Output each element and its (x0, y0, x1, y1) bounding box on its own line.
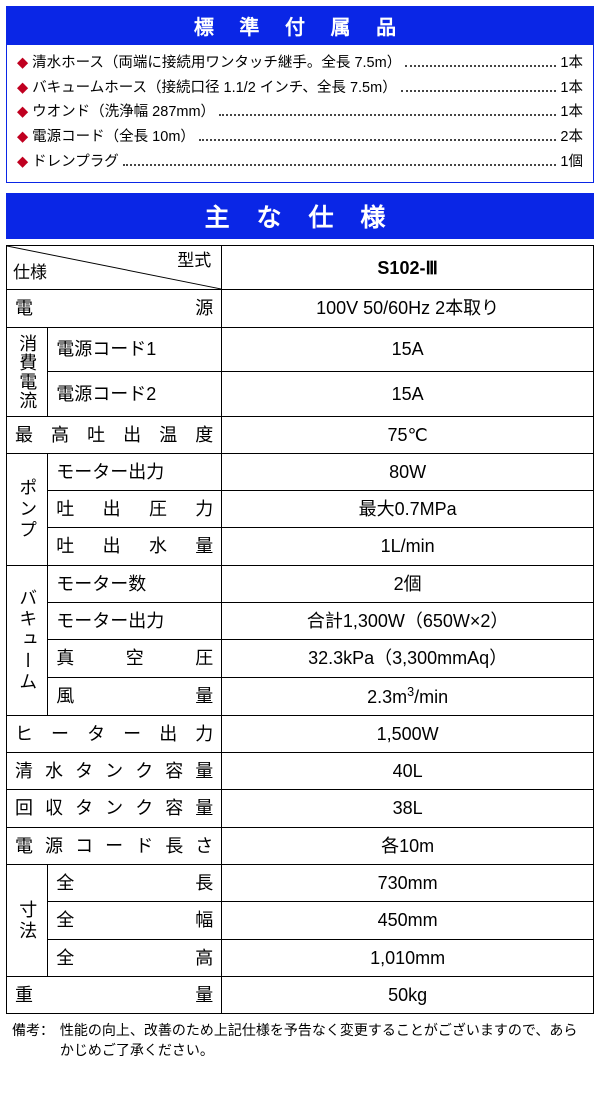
cord2-value: 15A (222, 372, 594, 417)
accessory-row: ◆ バキュームホース（接続口径 1.1/2 インチ、全長 7.5m） 1本 (17, 76, 583, 101)
vac-group-label: バキューム (7, 565, 48, 715)
pump-press-value: 最大0.7MPa (222, 491, 594, 528)
accessory-qty: 2本 (560, 125, 583, 150)
weight-value: 50kg (222, 976, 594, 1013)
diag-left-label: 仕様 (13, 262, 47, 285)
max-temp-label: 最 高 吐 出 温 度 (7, 416, 222, 453)
model-value: S102-Ⅲ (222, 246, 594, 290)
leader-dots (219, 103, 556, 116)
vac-air-value: 2.3m3/min (222, 677, 594, 715)
accessory-label: ウオンド（洗浄幅 287mm） (32, 100, 215, 125)
max-temp-value: 75℃ (222, 416, 594, 453)
accessory-qty: 1本 (560, 51, 583, 76)
pump-motor-label: モーター出力 (48, 453, 222, 490)
vac-motor-label: モーター出力 (48, 602, 222, 639)
spec-header: 主 な 仕 様 (6, 193, 594, 239)
vac-press-label: 真 空 圧 (48, 640, 222, 677)
pump-group-label: ポンプ (7, 453, 48, 565)
dim-w-value: 450mm (222, 902, 594, 939)
accessories-header: 標 準 付 属 品 (6, 6, 594, 45)
table-row: 消費電流 電源コード1 15A (7, 327, 594, 372)
leader-dots (405, 54, 556, 67)
diamond-icon: ◆ (17, 51, 28, 76)
consume-group-label: 消費電流 (7, 327, 48, 416)
vac-press-value: 32.3kPa（3,300mmAq） (222, 640, 594, 677)
recov-tank-label: 回 収 タ ン ク 容 量 (7, 790, 222, 827)
diag-right-label: 型式 (177, 250, 211, 273)
diamond-icon: ◆ (17, 125, 28, 150)
leader-dots (199, 128, 557, 141)
table-row: 風 量 2.3m3/min (7, 677, 594, 715)
spec-table: 仕様 型式 S102-Ⅲ 電 源 100V 50/60Hz 2本取り 消費電流 … (6, 245, 594, 1014)
fresh-tank-value: 40L (222, 753, 594, 790)
accessory-row: ◆ 清水ホース（両端に接続用ワンタッチ継手。全長 7.5m） 1本 (17, 51, 583, 76)
accessories-box: ◆ 清水ホース（両端に接続用ワンタッチ継手。全長 7.5m） 1本 ◆ バキュー… (6, 45, 594, 183)
accessory-qty: 1本 (560, 76, 583, 101)
diamond-icon: ◆ (17, 76, 28, 101)
pump-press-label: 吐 出 圧 力 (48, 491, 222, 528)
accessory-row: ◆ ウオンド（洗浄幅 287mm） 1本 (17, 100, 583, 125)
dim-h-label: 全 高 (48, 939, 222, 976)
accessory-qty: 1個 (560, 150, 583, 175)
leader-dots (401, 79, 557, 92)
leader-dots (123, 153, 557, 166)
cord2-label: 電源コード2 (48, 372, 222, 417)
recov-tank-value: 38L (222, 790, 594, 827)
table-row: モーター出力 合計1,300W（650W×2） (7, 602, 594, 639)
diagonal-header-cell: 仕様 型式 (7, 246, 222, 290)
dim-w-label: 全 幅 (48, 902, 222, 939)
table-row: 重 量 50kg (7, 976, 594, 1013)
cord-len-label: 電 源 コ ー ド 長 さ (7, 827, 222, 864)
fresh-tank-label: 清 水 タ ン ク 容 量 (7, 753, 222, 790)
accessory-label: バキュームホース（接続口径 1.1/2 インチ、全長 7.5m） (32, 76, 397, 101)
table-row: 仕様 型式 S102-Ⅲ (7, 246, 594, 290)
vac-count-value: 2個 (222, 565, 594, 602)
table-row: 電 源 コ ー ド 長 さ 各10m (7, 827, 594, 864)
table-row: 吐 出 圧 力 最大0.7MPa (7, 491, 594, 528)
dim-l-label: 全 長 (48, 865, 222, 902)
dim-h-value: 1,010mm (222, 939, 594, 976)
note-label: 備考： (12, 1020, 56, 1040)
accessory-row: ◆ ドレンプラグ 1個 (17, 150, 583, 175)
accessory-label: 清水ホース（両端に接続用ワンタッチ継手。全長 7.5m） (32, 51, 401, 76)
pump-flow-value: 1L/min (222, 528, 594, 565)
table-row: 電源コード2 15A (7, 372, 594, 417)
pump-motor-value: 80W (222, 453, 594, 490)
accessory-row: ◆ 電源コード（全長 10m） 2本 (17, 125, 583, 150)
table-row: バキューム モーター数 2個 (7, 565, 594, 602)
table-row: 清 水 タ ン ク 容 量 40L (7, 753, 594, 790)
weight-label: 重 量 (7, 976, 222, 1013)
table-row: 全 高 1,010mm (7, 939, 594, 976)
pump-flow-label: 吐 出 水 量 (48, 528, 222, 565)
table-row: ポンプ モーター出力 80W (7, 453, 594, 490)
accessory-qty: 1本 (560, 100, 583, 125)
vac-motor-value: 合計1,300W（650W×2） (222, 602, 594, 639)
table-row: 寸法 全 長 730mm (7, 865, 594, 902)
cord-len-value: 各10m (222, 827, 594, 864)
footnote: 備考： 性能の向上、改善のため上記仕様を予告なく変更することがございますので、あ… (12, 1020, 588, 1060)
table-row: 真 空 圧 32.3kPa（3,300mmAq） (7, 640, 594, 677)
heater-label: ヒ ー タ ー 出 力 (7, 715, 222, 752)
dim-group-label: 寸法 (7, 865, 48, 977)
power-label: 電 源 (7, 290, 222, 327)
accessory-label: 電源コード（全長 10m） (32, 125, 195, 150)
table-row: 最 高 吐 出 温 度 75℃ (7, 416, 594, 453)
note-text: 性能の向上、改善のため上記仕様を予告なく変更することがございますので、あらかじめ… (60, 1020, 580, 1060)
diamond-icon: ◆ (17, 150, 28, 175)
table-row: 回 収 タ ン ク 容 量 38L (7, 790, 594, 827)
accessory-label: ドレンプラグ (32, 150, 119, 175)
heater-value: 1,500W (222, 715, 594, 752)
power-value: 100V 50/60Hz 2本取り (222, 290, 594, 327)
table-row: 全 幅 450mm (7, 902, 594, 939)
table-row: ヒ ー タ ー 出 力 1,500W (7, 715, 594, 752)
cord1-value: 15A (222, 327, 594, 372)
dim-l-value: 730mm (222, 865, 594, 902)
table-row: 電 源 100V 50/60Hz 2本取り (7, 290, 594, 327)
cord1-label: 電源コード1 (48, 327, 222, 372)
table-row: 吐 出 水 量 1L/min (7, 528, 594, 565)
vac-air-label: 風 量 (48, 677, 222, 715)
diamond-icon: ◆ (17, 100, 28, 125)
vac-count-label: モーター数 (48, 565, 222, 602)
